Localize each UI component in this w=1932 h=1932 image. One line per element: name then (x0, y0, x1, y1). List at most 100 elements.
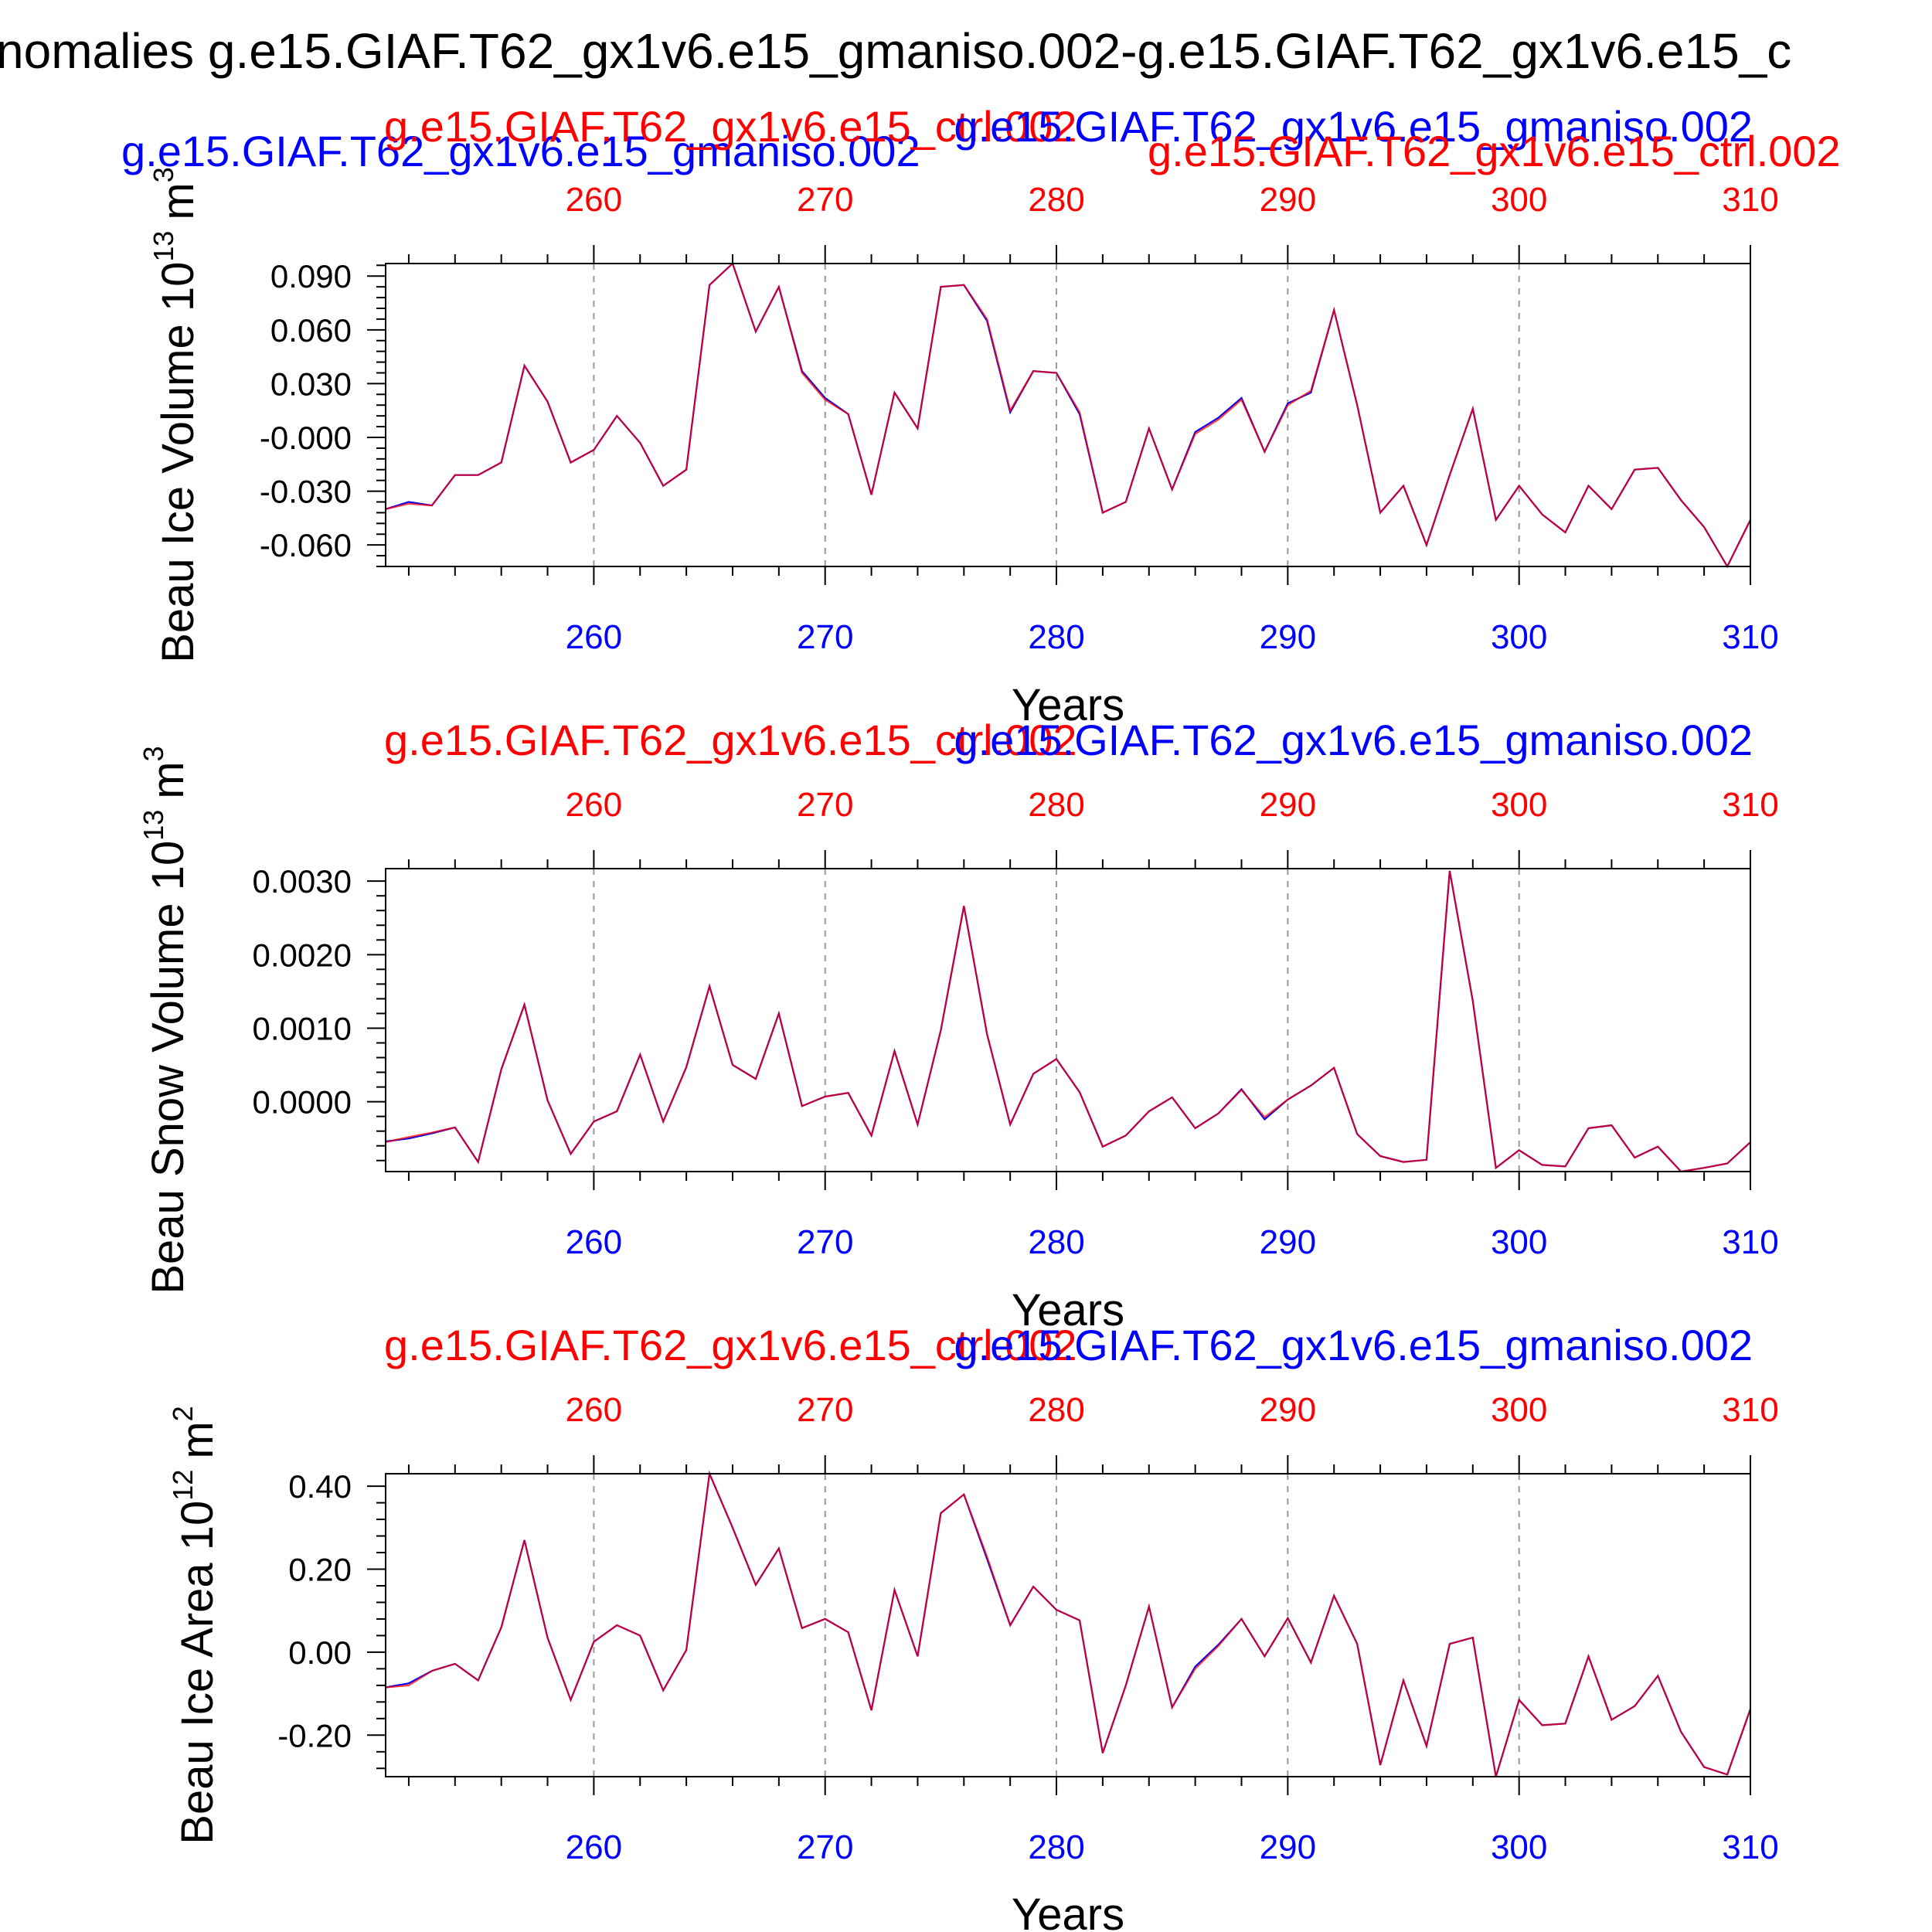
top-x-tick-label: 280 (1028, 1391, 1084, 1429)
bottom-x-tick-labels: 260 270 280 290 300 310 (566, 1223, 1779, 1261)
legend-blue-label-right: g.e15.GIAF.T62_gx1v6.e15_gmaniso.002 (954, 102, 1753, 151)
plot-series (385, 1470, 1752, 1777)
top-x-tick-labels: 260 270 280 290 300 310 (566, 786, 1779, 824)
y-axis-title-main: Beau Snow Volume 10 (143, 841, 193, 1294)
legend-red-label-right: g.e15.GIAF.T62_gx1v6.e15_ctrl.002 (1148, 127, 1841, 175)
y-tick-label: 0.0020 (253, 937, 352, 973)
plot-series (385, 262, 1751, 569)
top-x-tick-label: 300 (1491, 786, 1547, 824)
top-x-tick-label: 280 (1028, 786, 1084, 824)
bottom-x-tick-label: 260 (566, 1828, 622, 1866)
y-axis-title-unit-exp: 3 (138, 746, 169, 761)
legend-red-label: g.e15.GIAF.T62_gx1v6.e15_ctrl.002 (384, 1321, 1077, 1369)
plot-frame (385, 868, 1751, 1172)
top-x-tick-label: 300 (1491, 1391, 1547, 1429)
y-tick-label: 0.20 (288, 1552, 352, 1588)
top-x-tick-labels: 260 270 280 290 300 310 (566, 1391, 1779, 1429)
series-line-ctrl (385, 1470, 1752, 1777)
y-axis-title-main: Beau Ice Area 10 (172, 1501, 223, 1845)
y-axis-title: Beau Ice Area 1012 m2 (167, 1406, 223, 1844)
bottom-x-tick-label: 260 (566, 1223, 622, 1261)
series-line-ctrl (385, 262, 1751, 569)
plot-frame (385, 1473, 1751, 1777)
y-tick-label: 0.0030 (253, 863, 352, 900)
figure-title: nomalies g.e15.GIAF.T62_gx1v6.e15_gmanis… (0, 23, 1791, 79)
bottom-x-tick-label: 290 (1260, 1828, 1316, 1866)
top-x-tick-label: 300 (1491, 181, 1547, 219)
bottom-x-tick-labels: 260 270 280 290 300 310 (566, 618, 1779, 656)
bottom-x-tick-labels: 260 270 280 290 300 310 (566, 1828, 1779, 1866)
y-axis-title-unit: m (153, 182, 203, 219)
bottom-x-tick-label: 310 (1722, 1223, 1778, 1261)
y-tick-labels: 0.40 0.20 0.00 -0.20 (277, 1468, 352, 1753)
bottom-x-tick-label: 300 (1491, 1828, 1547, 1866)
y-axis-title-main: Beau Ice Volume 10 (153, 262, 203, 663)
top-x-tick-label: 280 (1028, 181, 1084, 219)
x-axis-title: Years (1012, 680, 1124, 730)
y-tick-label: 0.40 (288, 1468, 352, 1505)
y-tick-label: -0.060 (260, 527, 352, 563)
x-axis-title: Years (1012, 1285, 1124, 1335)
top-x-tick-label: 310 (1722, 786, 1778, 824)
bottom-x-tick-label: 280 (1028, 618, 1084, 656)
top-x-tick-label: 290 (1260, 181, 1316, 219)
bottom-x-tick-label: 280 (1028, 1223, 1084, 1261)
top-x-tick-label: 270 (797, 786, 853, 824)
y-tick-label: 0.00 (288, 1634, 352, 1671)
legend-blue-label: g.e15.GIAF.T62_gx1v6.e15_gmaniso.002 (954, 716, 1753, 764)
bottom-x-tick-label: 290 (1260, 618, 1316, 656)
axis-ticks (367, 1455, 1751, 1795)
top-x-tick-label: 310 (1722, 181, 1778, 219)
bottom-x-tick-label: 270 (797, 1828, 853, 1866)
y-axis-title-exp: 13 (148, 231, 179, 262)
y-tick-label: 0.030 (270, 366, 352, 402)
y-axis-title-unit: m (172, 1421, 223, 1458)
legend-red-label: g.e15.GIAF.T62_gx1v6.e15_ctrl.002 (384, 102, 1077, 151)
axis-ticks (367, 850, 1751, 1190)
panel-ice-area: g.e15.GIAF.T62_gx1v6.e15_ctrl.002 g.e15.… (167, 1321, 1779, 1932)
x-axis-title: Years (1012, 1889, 1124, 1932)
top-x-tick-label: 290 (1260, 1391, 1316, 1429)
grid-lines (593, 869, 1520, 1172)
y-tick-label: -0.000 (260, 420, 352, 456)
series-line-ctrl (385, 870, 1751, 1173)
y-tick-label: 0.0000 (253, 1084, 352, 1121)
y-axis-title-unit-exp: 3 (148, 167, 179, 182)
top-x-tick-label: 290 (1260, 786, 1316, 824)
panel-ice-volume: g.e15.GIAF.T62_gx1v6.e15_gmaniso.002 g.e… (121, 102, 1841, 730)
top-x-tick-labels: 260 270 280 290 300 310 (566, 181, 1779, 219)
y-axis-title-exp: 13 (138, 810, 169, 841)
top-x-tick-label: 310 (1722, 1391, 1778, 1429)
y-axis-title: Beau Ice Volume 1013 m3 (148, 167, 203, 663)
bottom-x-tick-label: 310 (1722, 1828, 1778, 1866)
plot-frame (385, 263, 1751, 567)
grid-lines (593, 1474, 1520, 1777)
y-axis-title: Beau Snow Volume 1013 m3 (138, 746, 193, 1294)
bottom-x-tick-label: 260 (566, 618, 622, 656)
panel-snow-volume: g.e15.GIAF.T62_gx1v6.e15_ctrl.002 g.e15.… (138, 716, 1779, 1335)
bottom-x-tick-label: 270 (797, 1223, 853, 1261)
plot-series (385, 870, 1751, 1173)
y-tick-labels: 0.0030 0.0020 0.0010 0.0000 (253, 863, 352, 1120)
axis-ticks (367, 245, 1751, 585)
y-tick-label: 0.060 (270, 312, 352, 349)
legend-blue-label: g.e15.GIAF.T62_gx1v6.e15_gmaniso.002 (121, 127, 920, 175)
y-tick-label: -0.20 (277, 1717, 352, 1753)
y-tick-label: 0.090 (270, 258, 352, 294)
series-line-gmaniso (385, 262, 1751, 569)
grid-lines (593, 264, 1520, 566)
top-x-tick-label: 270 (797, 181, 853, 219)
bottom-x-tick-label: 310 (1722, 618, 1778, 656)
legend-red-label: g.e15.GIAF.T62_gx1v6.e15_ctrl.002 (384, 716, 1077, 764)
y-axis-title-unit-exp: 2 (167, 1406, 199, 1421)
y-tick-labels: 0.090 0.060 0.030 -0.000 -0.030 -0.060 (260, 258, 352, 563)
y-tick-label: -0.030 (260, 474, 352, 510)
legend-blue-label: g.e15.GIAF.T62_gx1v6.e15_gmaniso.002 (954, 1321, 1753, 1369)
series-line-gmaniso (385, 1470, 1752, 1777)
bottom-x-tick-label: 270 (797, 618, 853, 656)
y-tick-label: 0.0010 (253, 1010, 352, 1046)
top-x-tick-label: 270 (797, 1391, 853, 1429)
bottom-x-tick-label: 290 (1260, 1223, 1316, 1261)
bottom-x-tick-label: 300 (1491, 1223, 1547, 1261)
